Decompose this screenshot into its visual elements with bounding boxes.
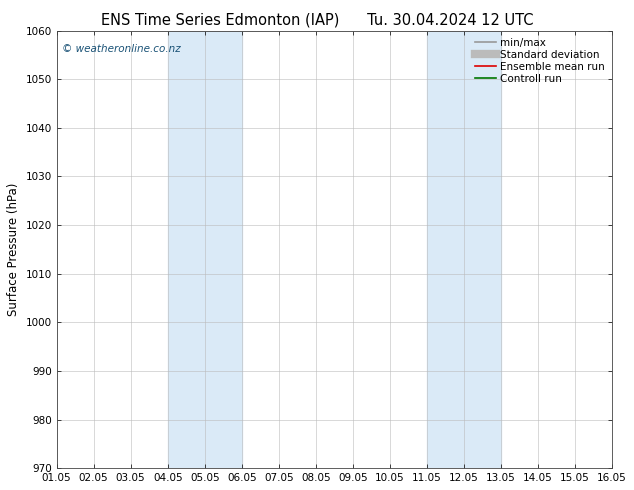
- Y-axis label: Surface Pressure (hPa): Surface Pressure (hPa): [7, 183, 20, 316]
- Text: © weatheronline.co.nz: © weatheronline.co.nz: [62, 44, 181, 54]
- Legend: min/max, Standard deviation, Ensemble mean run, Controll run: min/max, Standard deviation, Ensemble me…: [471, 34, 609, 88]
- Bar: [427, 30, 501, 468]
- Bar: [168, 30, 242, 468]
- Text: ENS Time Series Edmonton (IAP)      Tu. 30.04.2024 12 UTC: ENS Time Series Edmonton (IAP) Tu. 30.04…: [101, 12, 533, 27]
